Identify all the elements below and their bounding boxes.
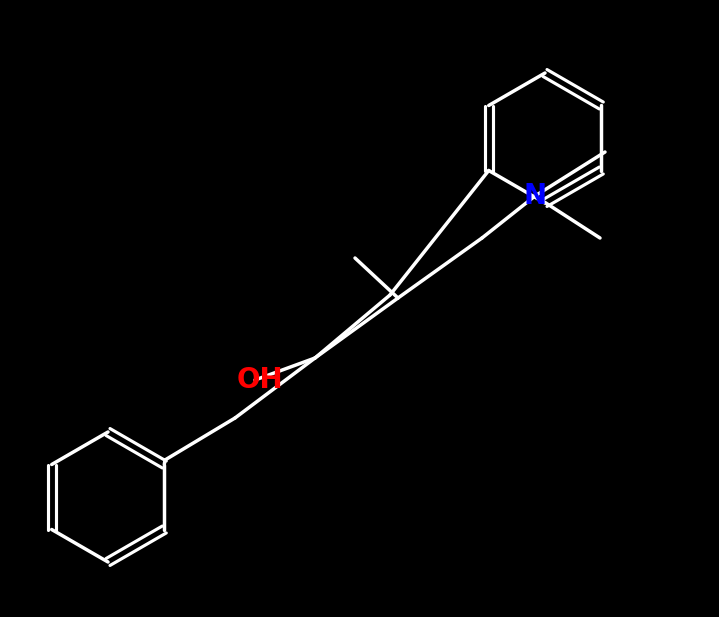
Text: OH: OH [237, 366, 283, 394]
Text: N: N [523, 182, 546, 210]
